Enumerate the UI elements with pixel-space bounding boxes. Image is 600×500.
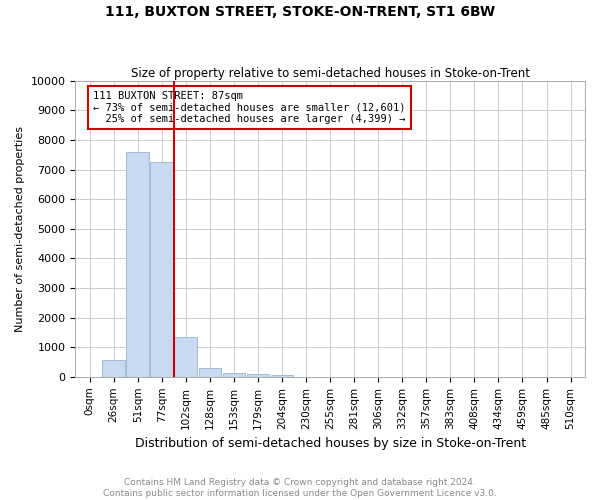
- Bar: [127, 152, 149, 377]
- Y-axis label: Number of semi-detached properties: Number of semi-detached properties: [15, 126, 25, 332]
- Text: 111 BUXTON STREET: 87sqm
← 73% of semi-detached houses are smaller (12,601)
  25: 111 BUXTON STREET: 87sqm ← 73% of semi-d…: [94, 91, 406, 124]
- X-axis label: Distribution of semi-detached houses by size in Stoke-on-Trent: Distribution of semi-detached houses by …: [134, 437, 526, 450]
- Bar: [103, 360, 125, 377]
- Bar: [223, 373, 245, 377]
- Bar: [199, 368, 221, 377]
- Text: 111, BUXTON STREET, STOKE-ON-TRENT, ST1 6BW: 111, BUXTON STREET, STOKE-ON-TRENT, ST1 …: [105, 5, 495, 19]
- Bar: [151, 162, 173, 377]
- Bar: [175, 337, 197, 377]
- Text: Contains HM Land Registry data © Crown copyright and database right 2024.
Contai: Contains HM Land Registry data © Crown c…: [103, 478, 497, 498]
- Bar: [247, 374, 269, 377]
- Bar: [271, 375, 293, 377]
- Title: Size of property relative to semi-detached houses in Stoke-on-Trent: Size of property relative to semi-detach…: [131, 66, 530, 80]
